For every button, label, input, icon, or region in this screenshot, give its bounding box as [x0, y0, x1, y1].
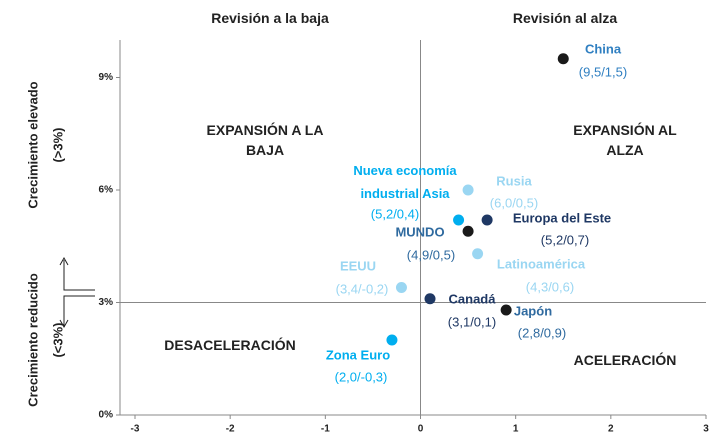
value-label: (3,1/0,1)	[447, 314, 497, 330]
x-tick-label: -2	[226, 424, 235, 435]
y-label: (<3%)	[50, 322, 66, 358]
point-name: MUNDO	[395, 224, 445, 240]
value-label: (4,3/0,6)	[525, 279, 575, 295]
point-name: Zona Euro	[325, 347, 391, 363]
x-tick-label: 2	[608, 424, 614, 435]
y-label: Crecimiento reducido	[25, 273, 41, 407]
x-tick-label: 3	[703, 424, 709, 435]
quadrant-label: DESACELERACIÓN	[164, 337, 296, 353]
point	[557, 53, 569, 65]
x-tick-label: 1	[513, 424, 519, 435]
value-label: (4,9/0,5)	[406, 247, 456, 263]
header: Revisión a la baja	[211, 10, 329, 26]
point	[462, 225, 474, 237]
point-name: Japón	[513, 303, 553, 319]
x-tick-label: -3	[131, 424, 140, 435]
point-name: Europa del Este	[512, 210, 612, 226]
point-name: Rusia	[496, 173, 532, 189]
value-label: (5,2/0,7)	[540, 232, 590, 248]
value-label: (5,2/0,4)	[370, 206, 420, 222]
y-tick-label: 0%	[99, 410, 114, 421]
point-name: EEUU	[339, 258, 377, 274]
point-name: Nueva economía industrial Asia	[353, 163, 457, 201]
value-label: (2,8/0,9)	[517, 325, 567, 341]
point	[481, 214, 493, 226]
point-name: China	[584, 41, 622, 57]
quadrant-label: EXPANSIÓN AL ALZA	[573, 122, 677, 158]
y-label: Crecimiento elevado	[25, 81, 41, 209]
header: Revisión al alza	[512, 10, 618, 26]
y-tick-label: 9%	[99, 72, 114, 83]
value-label: (2,0/-0,3)	[334, 369, 388, 385]
point	[472, 248, 484, 260]
quadrant-label: EXPANSIÓN A LA BAJA	[206, 122, 324, 158]
value-label: (9,5/1,5)	[578, 64, 628, 80]
point-name: Latinoamérica	[496, 256, 586, 272]
value-label: (3,4/-0,2)	[335, 281, 389, 297]
x-tick-label: -1	[321, 424, 330, 435]
point	[386, 334, 398, 346]
y-tick-label: 6%	[99, 185, 114, 196]
point	[462, 184, 474, 196]
point	[453, 214, 465, 226]
x-tick-label: 0	[418, 424, 424, 435]
y-tick-label: 3%	[99, 297, 114, 308]
value-label: (6,0/0,5)	[489, 195, 539, 211]
point	[395, 282, 407, 293]
point	[424, 293, 436, 305]
point-name: Canadá	[448, 291, 496, 307]
point	[500, 304, 512, 316]
quadrant-label: ACELERACIÓN	[573, 352, 677, 368]
bracket	[59, 256, 95, 329]
y-label: (>3%)	[50, 127, 66, 163]
